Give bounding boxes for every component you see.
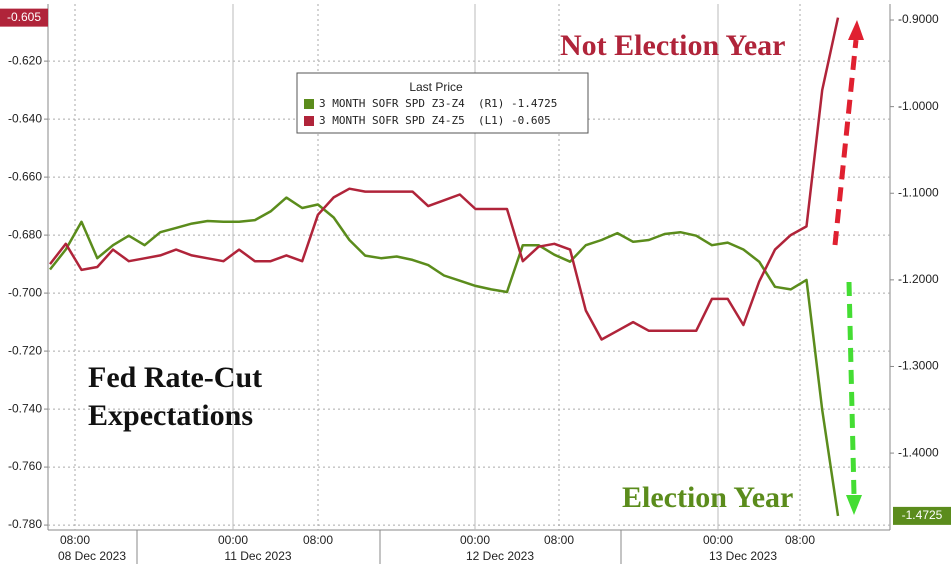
series-line — [49, 17, 840, 341]
date-label: 11 Dec 2023 — [224, 549, 291, 563]
legend-swatch — [304, 116, 314, 126]
last-value-tag — [893, 506, 951, 525]
annotation: Expectations — [88, 399, 253, 432]
y2-tick-label: -0.9000 — [898, 12, 939, 26]
y-tick-label: -0.640 — [8, 111, 42, 125]
y2-tick-label: -1.2000 — [898, 272, 939, 286]
y-tick-label: -0.760 — [8, 459, 42, 473]
date-label: 13 Dec 2023 — [709, 549, 777, 563]
y-tick-label: -0.700 — [8, 285, 42, 299]
x-tick-label: 08:00 — [303, 533, 333, 547]
y-tick-label: -0.740 — [8, 401, 42, 415]
legend-label: 3 MONTH SOFR SPD Z3-Z4 (R1) -1.4725 — [319, 97, 557, 110]
legend-title: Last Price — [409, 80, 463, 94]
series-line — [49, 196, 840, 517]
annotation: Not Election Year — [560, 29, 786, 62]
y2-tick-label: -1.0000 — [898, 99, 939, 113]
date-label: 08 Dec 2023 — [58, 549, 126, 563]
y2-tick-label: -1.1000 — [898, 185, 939, 199]
down-arrow — [846, 281, 857, 496]
annotation: Fed Rate-Cut — [88, 361, 262, 394]
up-arrow-head — [848, 20, 864, 40]
x-tick-label: 00:00 — [218, 533, 248, 547]
down-arrow-head — [846, 495, 862, 515]
y-tick-label: -0.660 — [8, 169, 42, 183]
up-arrow — [832, 39, 859, 246]
lines — [49, 17, 840, 517]
date-label: 12 Dec 2023 — [466, 549, 534, 563]
y-tick-label: -0.620 — [8, 53, 42, 67]
x-tick-label: 08:00 — [60, 533, 90, 547]
last-value-label: -1.4725 — [902, 508, 943, 522]
x-tick-label: 00:00 — [460, 533, 490, 547]
x-tick-label: 08:00 — [785, 533, 815, 547]
legend-label: 3 MONTH SOFR SPD Z4-Z5 (L1) -0.605 — [319, 114, 551, 127]
legend-box — [296, 72, 589, 134]
grid — [48, 4, 890, 530]
legend-swatch — [304, 99, 314, 109]
y2-tick-label: -1.4000 — [898, 445, 939, 459]
last-value-tag — [0, 8, 48, 27]
annotation: Election Year — [622, 481, 793, 514]
x-tick-label: 08:00 — [544, 533, 574, 547]
y-tick-label: -0.680 — [8, 227, 42, 241]
last-value-label: -0.605 — [7, 10, 41, 24]
y-tick-label: -0.780 — [8, 517, 42, 531]
y2-tick-label: -1.3000 — [898, 359, 939, 373]
x-tick-label: 00:00 — [703, 533, 733, 547]
legend: Last Price — [296, 72, 589, 134]
y-tick-label: -0.720 — [8, 343, 42, 357]
